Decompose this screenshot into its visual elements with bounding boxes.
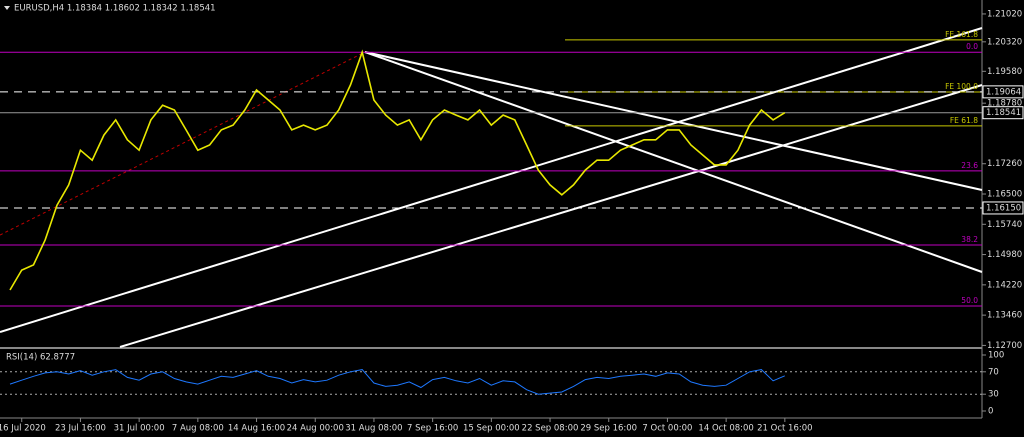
- trend-line: [119, 84, 983, 348]
- level-label: 38.2: [961, 235, 978, 244]
- menu-arrow[interactable]: [4, 6, 10, 10]
- y-tick-label: 1.13460: [987, 311, 1022, 321]
- price-marker-label: 1.18541: [986, 108, 1021, 118]
- chart-title: EURUSD,H4 1.18384 1.18602 1.18342 1.1854…: [14, 4, 216, 14]
- y-tick-label: 1.20320: [987, 37, 1022, 47]
- x-tick-label: 14 Aug 16:00: [228, 424, 285, 434]
- y-tick-label: 1.14220: [987, 280, 1022, 290]
- x-tick-label: 22 Sep 08:00: [522, 424, 579, 434]
- x-tick-label: 24 Aug 00:00: [287, 424, 344, 434]
- x-tick-label: 7 Oct 00:00: [642, 424, 692, 434]
- price-marker-label: 1.16150: [986, 203, 1021, 213]
- trend-line: [0, 51, 366, 236]
- level-label: FE 161.8: [945, 30, 978, 39]
- level-label: FE 100.0: [945, 82, 978, 91]
- y-tick-label: 1.19580: [987, 67, 1022, 77]
- level-label: 0.0: [966, 42, 978, 51]
- x-tick-label: 14 Oct 08:00: [698, 424, 753, 434]
- x-tick-label: 15 Sep 00:00: [463, 424, 520, 434]
- x-tick-label: 23 Jul 16:00: [55, 424, 106, 434]
- y-tick-label: 1.18780: [987, 99, 1022, 109]
- x-tick-label: 7 Sep 16:00: [407, 424, 458, 434]
- y-tick-label: 1.12700: [987, 341, 1022, 351]
- price-marker-box: [982, 85, 1024, 99]
- y-tick-label: 30: [988, 390, 999, 400]
- y-tick-label: 0: [988, 407, 993, 417]
- price-marker-label: 1.19064: [986, 87, 1021, 97]
- level-label: FE 61.8: [950, 116, 978, 125]
- y-tick-label: 100: [988, 351, 1004, 361]
- x-tick-label: 21 Oct 16:00: [757, 424, 812, 434]
- price-marker-box: [982, 106, 1024, 120]
- y-tick-label: 1.15740: [987, 220, 1022, 230]
- y-tick-label: 1.21020: [987, 9, 1022, 19]
- x-tick-label: 31 Aug 08:00: [345, 424, 402, 434]
- level-label: 50.0: [961, 296, 978, 305]
- x-tick-label: 31 Jul 00:00: [114, 424, 165, 434]
- trend-line: [0, 27, 983, 333]
- x-tick-label: 16 Jul 2020: [0, 424, 46, 434]
- y-tick-label: 1.17260: [987, 159, 1022, 169]
- price-marker-box: [982, 201, 1024, 215]
- level-label: 23.6: [961, 161, 978, 170]
- rsi-title: RSI(14) 62.8777: [6, 353, 75, 363]
- x-tick-label: 29 Sep 16:00: [580, 424, 637, 434]
- trend-line: [364, 51, 983, 191]
- y-tick-label: 1.16500: [987, 190, 1022, 200]
- trend-lines: [0, 27, 983, 348]
- trend-line: [364, 51, 983, 273]
- x-tick-label: 7 Aug 08:00: [172, 424, 224, 434]
- price-line-series: [9, 49, 786, 291]
- y-tick-label: 1.14980: [987, 250, 1022, 260]
- y-tick-label: 70: [988, 367, 999, 377]
- price-line-series: [9, 369, 785, 395]
